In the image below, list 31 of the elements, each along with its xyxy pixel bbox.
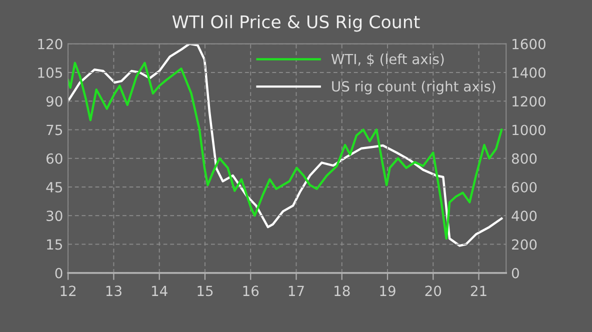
- x-tick-label: 20: [425, 286, 442, 296]
- y2-tick-label: 1400: [512, 67, 546, 78]
- y-tick-label: 60: [46, 153, 62, 164]
- x-tick-label: 21: [470, 286, 486, 296]
- y-tick-label: 0: [55, 268, 62, 278]
- y-tick-label: 120: [38, 38, 62, 50]
- legend-label: US rig count (right axis): [332, 80, 496, 94]
- x-tick-label: 18: [334, 286, 350, 296]
- legend-label: WTI, $ (left axis): [331, 54, 444, 66]
- x-tick-label: 16: [243, 286, 259, 296]
- x-tick-label: 12: [60, 286, 76, 296]
- x-tick-label: 13: [106, 286, 122, 296]
- x-tick-label: 14: [152, 286, 168, 296]
- y-tick-label: 15: [47, 239, 62, 250]
- chart-title: WTI Oil Price & US Rig Count: [172, 14, 420, 32]
- y2-tick-label: 400: [512, 210, 537, 222]
- y2-tick-label: 1200: [512, 96, 546, 107]
- y2-tick-label: 1000: [512, 124, 546, 136]
- y2-tick-label: 0: [512, 268, 519, 278]
- y2-tick-label: 1600: [512, 38, 546, 50]
- y2-tick-label: 200: [512, 239, 537, 250]
- x-tick-label: 19: [380, 286, 396, 296]
- y2-tick-label: 800: [512, 153, 537, 164]
- y-tick-label: 105: [38, 67, 62, 78]
- y2-tick-label: 600: [512, 182, 537, 192]
- y-tick-label: 45: [46, 182, 62, 192]
- y-tick-label: 30: [46, 210, 62, 222]
- y-tick-label: 90: [46, 96, 62, 107]
- y-tick-label: 75: [46, 124, 62, 136]
- x-tick-label: 17: [288, 286, 304, 296]
- x-tick-label: 15: [198, 286, 213, 296]
